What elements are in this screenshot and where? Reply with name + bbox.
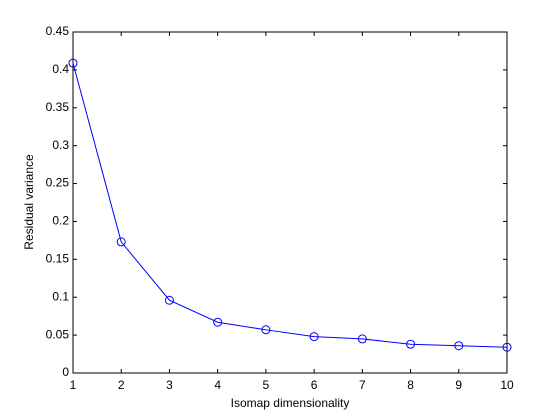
data-point	[357, 334, 367, 344]
x-tick-label: 1	[70, 378, 77, 392]
x-tick-label: 8	[407, 378, 414, 392]
y-tick-label: 0.25	[46, 176, 70, 190]
data-point	[309, 332, 319, 342]
x-tick-label: 6	[311, 378, 318, 392]
data-point	[213, 317, 223, 327]
x-tick-label: 4	[214, 378, 221, 392]
x-tick-label: 9	[455, 378, 462, 392]
y-tick-label: 0.3	[52, 138, 69, 152]
x-tick-label: 7	[359, 378, 366, 392]
plot-frame	[72, 31, 508, 374]
data-point	[454, 341, 464, 351]
y-axis-label: Residual variance	[22, 154, 36, 250]
data-point	[68, 58, 78, 68]
data-point	[116, 237, 126, 247]
y-tick-label: 0.35	[46, 100, 70, 114]
data-point	[261, 325, 271, 335]
y-tick-label: 0.15	[46, 252, 70, 266]
data-point	[406, 339, 416, 349]
y-tick-label: 0	[62, 365, 69, 379]
y-tick-label: 0.1	[52, 289, 69, 303]
y-tick-label: 0.4	[52, 62, 69, 76]
data-point	[164, 295, 174, 305]
y-tick-label: 0.2	[52, 214, 69, 228]
x-tick-label: 5	[263, 378, 270, 392]
x-tick-label: 3	[166, 378, 173, 392]
x-tick-label: 10	[500, 378, 514, 392]
data-point	[502, 342, 512, 352]
y-tick-label: 0.45	[46, 24, 70, 38]
x-axis-label: Isomap dimensionality	[231, 396, 350, 410]
data-line	[72, 62, 508, 348]
x-tick-label: 2	[118, 378, 125, 392]
y-tick-label: 0.05	[46, 327, 70, 341]
